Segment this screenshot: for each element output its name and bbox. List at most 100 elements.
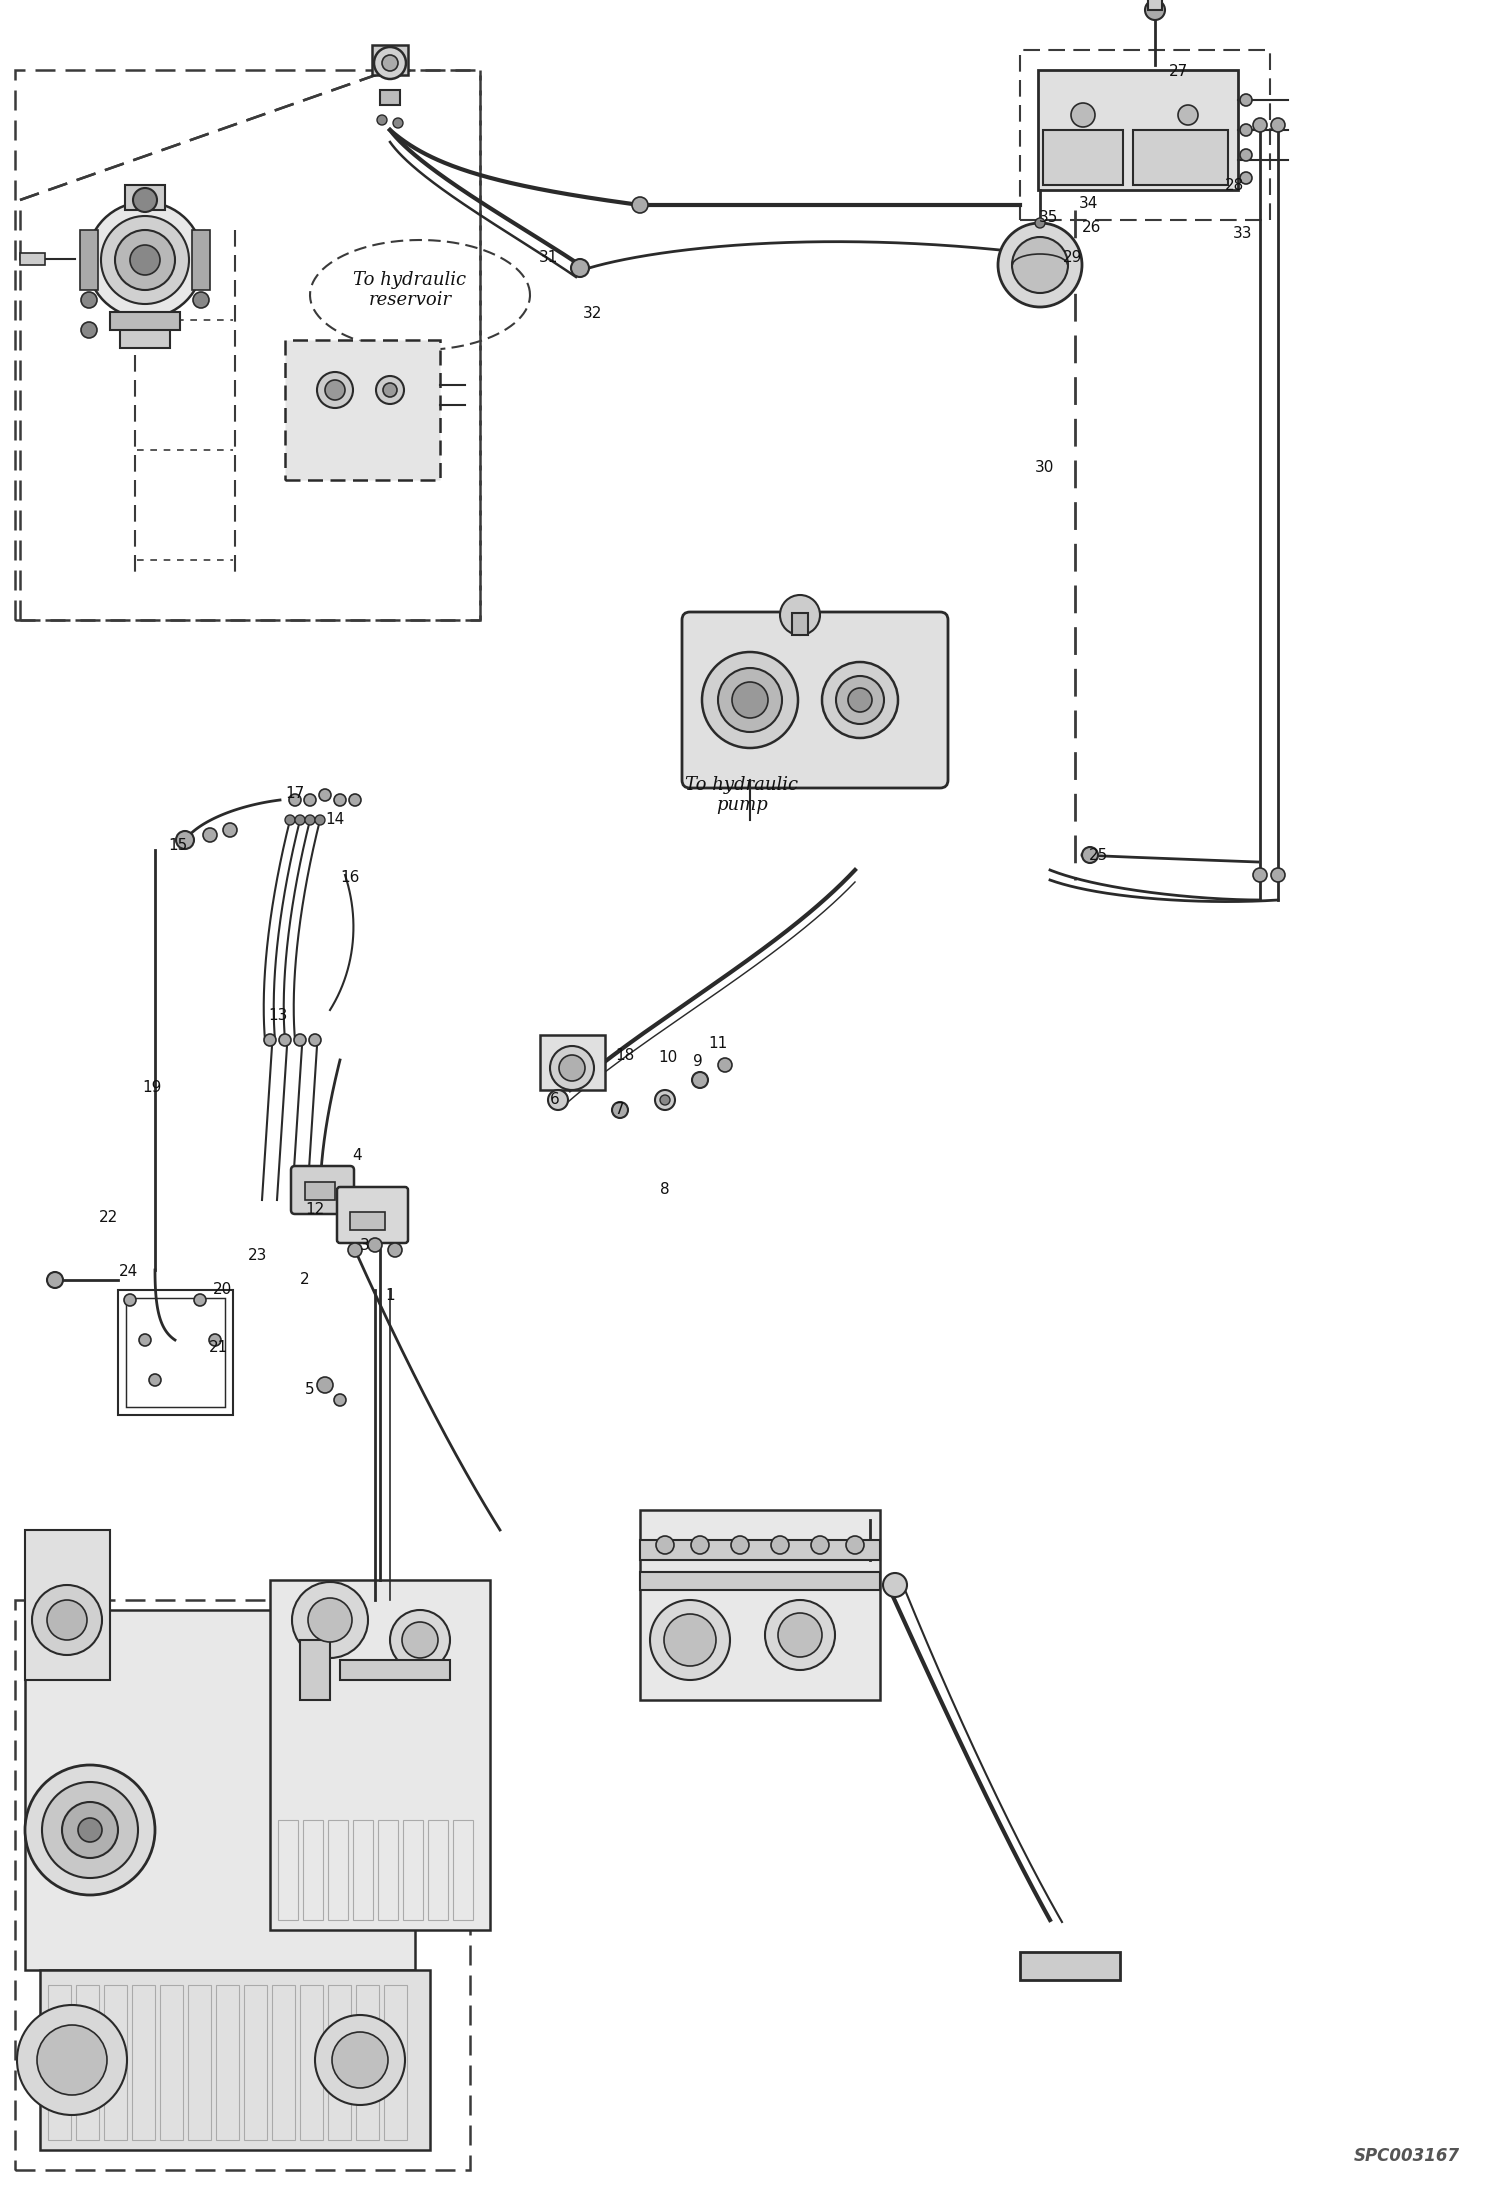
Circle shape bbox=[765, 1599, 834, 1670]
Circle shape bbox=[139, 1334, 151, 1345]
Circle shape bbox=[1035, 217, 1046, 228]
Bar bbox=[124, 184, 165, 211]
Circle shape bbox=[148, 1373, 160, 1387]
Bar bbox=[1043, 129, 1124, 184]
Text: 35: 35 bbox=[1038, 211, 1058, 226]
Circle shape bbox=[292, 1582, 369, 1659]
Text: 5: 5 bbox=[306, 1382, 315, 1398]
Text: 29: 29 bbox=[1064, 250, 1083, 265]
Bar bbox=[15, 1599, 470, 2170]
Circle shape bbox=[319, 790, 331, 801]
Circle shape bbox=[315, 814, 325, 825]
Circle shape bbox=[383, 384, 397, 397]
Text: 9: 9 bbox=[694, 1055, 703, 1068]
Circle shape bbox=[810, 1536, 828, 1553]
Bar bbox=[48, 1986, 70, 2139]
Bar bbox=[25, 1529, 109, 1681]
Bar bbox=[640, 1509, 879, 1700]
Circle shape bbox=[369, 1237, 382, 1253]
Circle shape bbox=[389, 1610, 449, 1670]
Circle shape bbox=[1144, 0, 1165, 20]
Circle shape bbox=[81, 323, 97, 338]
Circle shape bbox=[31, 1584, 102, 1654]
Circle shape bbox=[1240, 171, 1252, 184]
Text: 25: 25 bbox=[1089, 847, 1107, 862]
Circle shape bbox=[692, 1073, 709, 1088]
Bar bbox=[300, 1639, 330, 1700]
Circle shape bbox=[78, 1819, 102, 1843]
Text: 4: 4 bbox=[352, 1147, 363, 1163]
FancyBboxPatch shape bbox=[682, 612, 948, 788]
Circle shape bbox=[133, 189, 157, 213]
Bar bbox=[351, 1211, 385, 1231]
Text: 7: 7 bbox=[616, 1104, 625, 1117]
Circle shape bbox=[998, 224, 1082, 307]
Circle shape bbox=[1240, 125, 1252, 136]
Bar bbox=[40, 1970, 430, 2150]
Circle shape bbox=[1252, 869, 1267, 882]
Circle shape bbox=[846, 1536, 864, 1553]
Circle shape bbox=[1252, 118, 1267, 132]
Text: 2: 2 bbox=[300, 1273, 310, 1288]
Text: 32: 32 bbox=[583, 305, 602, 320]
Bar bbox=[103, 1986, 127, 2139]
Bar bbox=[126, 1299, 225, 1406]
Circle shape bbox=[1177, 105, 1198, 125]
Text: 34: 34 bbox=[1079, 195, 1098, 211]
Bar bbox=[79, 230, 97, 290]
Circle shape bbox=[1240, 94, 1252, 105]
Text: 21: 21 bbox=[208, 1341, 228, 1356]
Bar bbox=[306, 1183, 336, 1200]
Circle shape bbox=[650, 1599, 730, 1681]
Bar bbox=[403, 1821, 422, 1920]
Bar bbox=[303, 1821, 324, 1920]
Circle shape bbox=[401, 1621, 437, 1659]
Circle shape bbox=[334, 794, 346, 805]
Circle shape bbox=[294, 1033, 306, 1047]
Circle shape bbox=[733, 682, 768, 717]
Text: 10: 10 bbox=[659, 1051, 677, 1066]
Bar bbox=[120, 318, 169, 349]
Bar bbox=[792, 612, 807, 634]
Text: To hydraulic
pump: To hydraulic pump bbox=[686, 777, 798, 814]
Circle shape bbox=[204, 827, 217, 842]
Bar bbox=[357, 1986, 379, 2139]
Bar bbox=[1038, 70, 1237, 191]
Circle shape bbox=[46, 1599, 87, 1639]
FancyBboxPatch shape bbox=[337, 1187, 407, 1244]
Text: 14: 14 bbox=[325, 812, 345, 827]
Circle shape bbox=[656, 1536, 674, 1553]
Bar bbox=[192, 230, 210, 290]
Circle shape bbox=[285, 814, 295, 825]
Bar bbox=[539, 1036, 605, 1090]
Circle shape bbox=[304, 794, 316, 805]
Bar bbox=[118, 1290, 234, 1415]
Text: 12: 12 bbox=[306, 1202, 325, 1218]
Bar bbox=[19, 252, 45, 265]
Circle shape bbox=[377, 114, 386, 125]
Text: 13: 13 bbox=[268, 1007, 288, 1022]
Circle shape bbox=[559, 1055, 586, 1082]
Circle shape bbox=[1270, 869, 1285, 882]
Bar bbox=[216, 1986, 240, 2139]
Text: 16: 16 bbox=[340, 871, 360, 886]
Text: 27: 27 bbox=[1168, 64, 1188, 79]
Circle shape bbox=[16, 2005, 127, 2115]
Circle shape bbox=[87, 202, 204, 318]
Circle shape bbox=[571, 259, 589, 276]
Bar bbox=[640, 1571, 879, 1591]
Circle shape bbox=[771, 1536, 789, 1553]
Bar bbox=[285, 340, 440, 480]
Text: 31: 31 bbox=[538, 250, 557, 265]
Bar bbox=[244, 1986, 267, 2139]
Bar bbox=[279, 1821, 298, 1920]
Circle shape bbox=[46, 1273, 63, 1288]
Circle shape bbox=[382, 55, 398, 70]
Bar bbox=[189, 1986, 211, 2139]
Circle shape bbox=[315, 2014, 404, 2104]
Circle shape bbox=[348, 1244, 363, 1257]
Circle shape bbox=[349, 794, 361, 805]
Text: 28: 28 bbox=[1225, 178, 1245, 193]
Bar bbox=[377, 1821, 398, 1920]
Circle shape bbox=[175, 832, 195, 849]
